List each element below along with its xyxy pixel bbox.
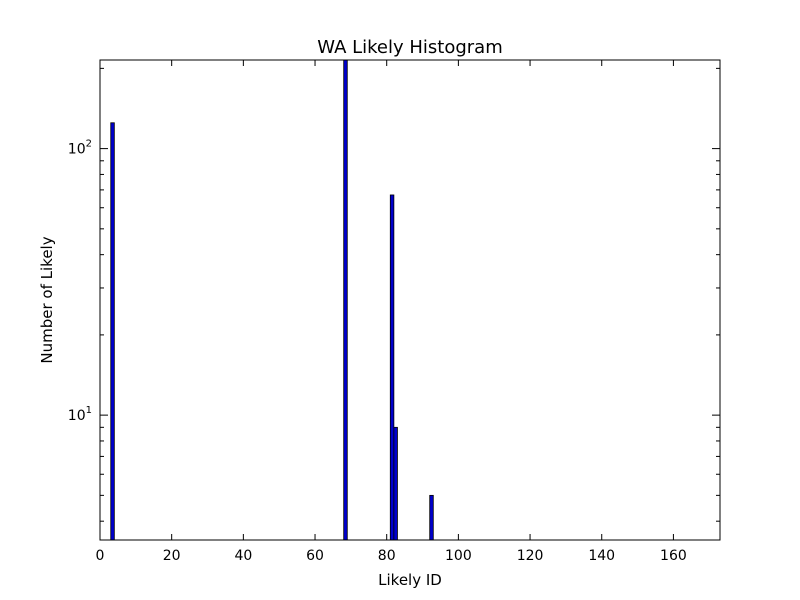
x-tick-label: 0 xyxy=(96,548,105,564)
histogram-bar xyxy=(110,122,115,541)
histogram-bar xyxy=(393,426,398,541)
x-tick-label: 40 xyxy=(234,548,252,564)
histogram-bar xyxy=(343,59,348,541)
y-axis-label: Number of Likely xyxy=(38,236,56,363)
bars-layer xyxy=(110,59,434,541)
chart-title: WA Likely Histogram xyxy=(317,37,502,58)
x-tick-label: 160 xyxy=(660,548,687,564)
x-tick-label: 100 xyxy=(445,548,472,564)
x-axis-label: Likely ID xyxy=(378,571,442,589)
x-tick-label: 60 xyxy=(306,548,324,564)
x-tick-label: 80 xyxy=(378,548,396,564)
y-tick-label: 101 xyxy=(68,405,92,424)
plot-frame xyxy=(99,59,721,541)
x-tick-label: 140 xyxy=(588,548,615,564)
x-tick-label: 20 xyxy=(163,548,181,564)
x-tick-label: 120 xyxy=(517,548,544,564)
histogram-bar xyxy=(389,194,395,541)
ticks-layer: 0 20 40 60 80 100 120 140 160 101 102 xyxy=(68,60,720,564)
histogram-bar xyxy=(429,494,434,541)
y-tick-label: 102 xyxy=(68,139,92,158)
